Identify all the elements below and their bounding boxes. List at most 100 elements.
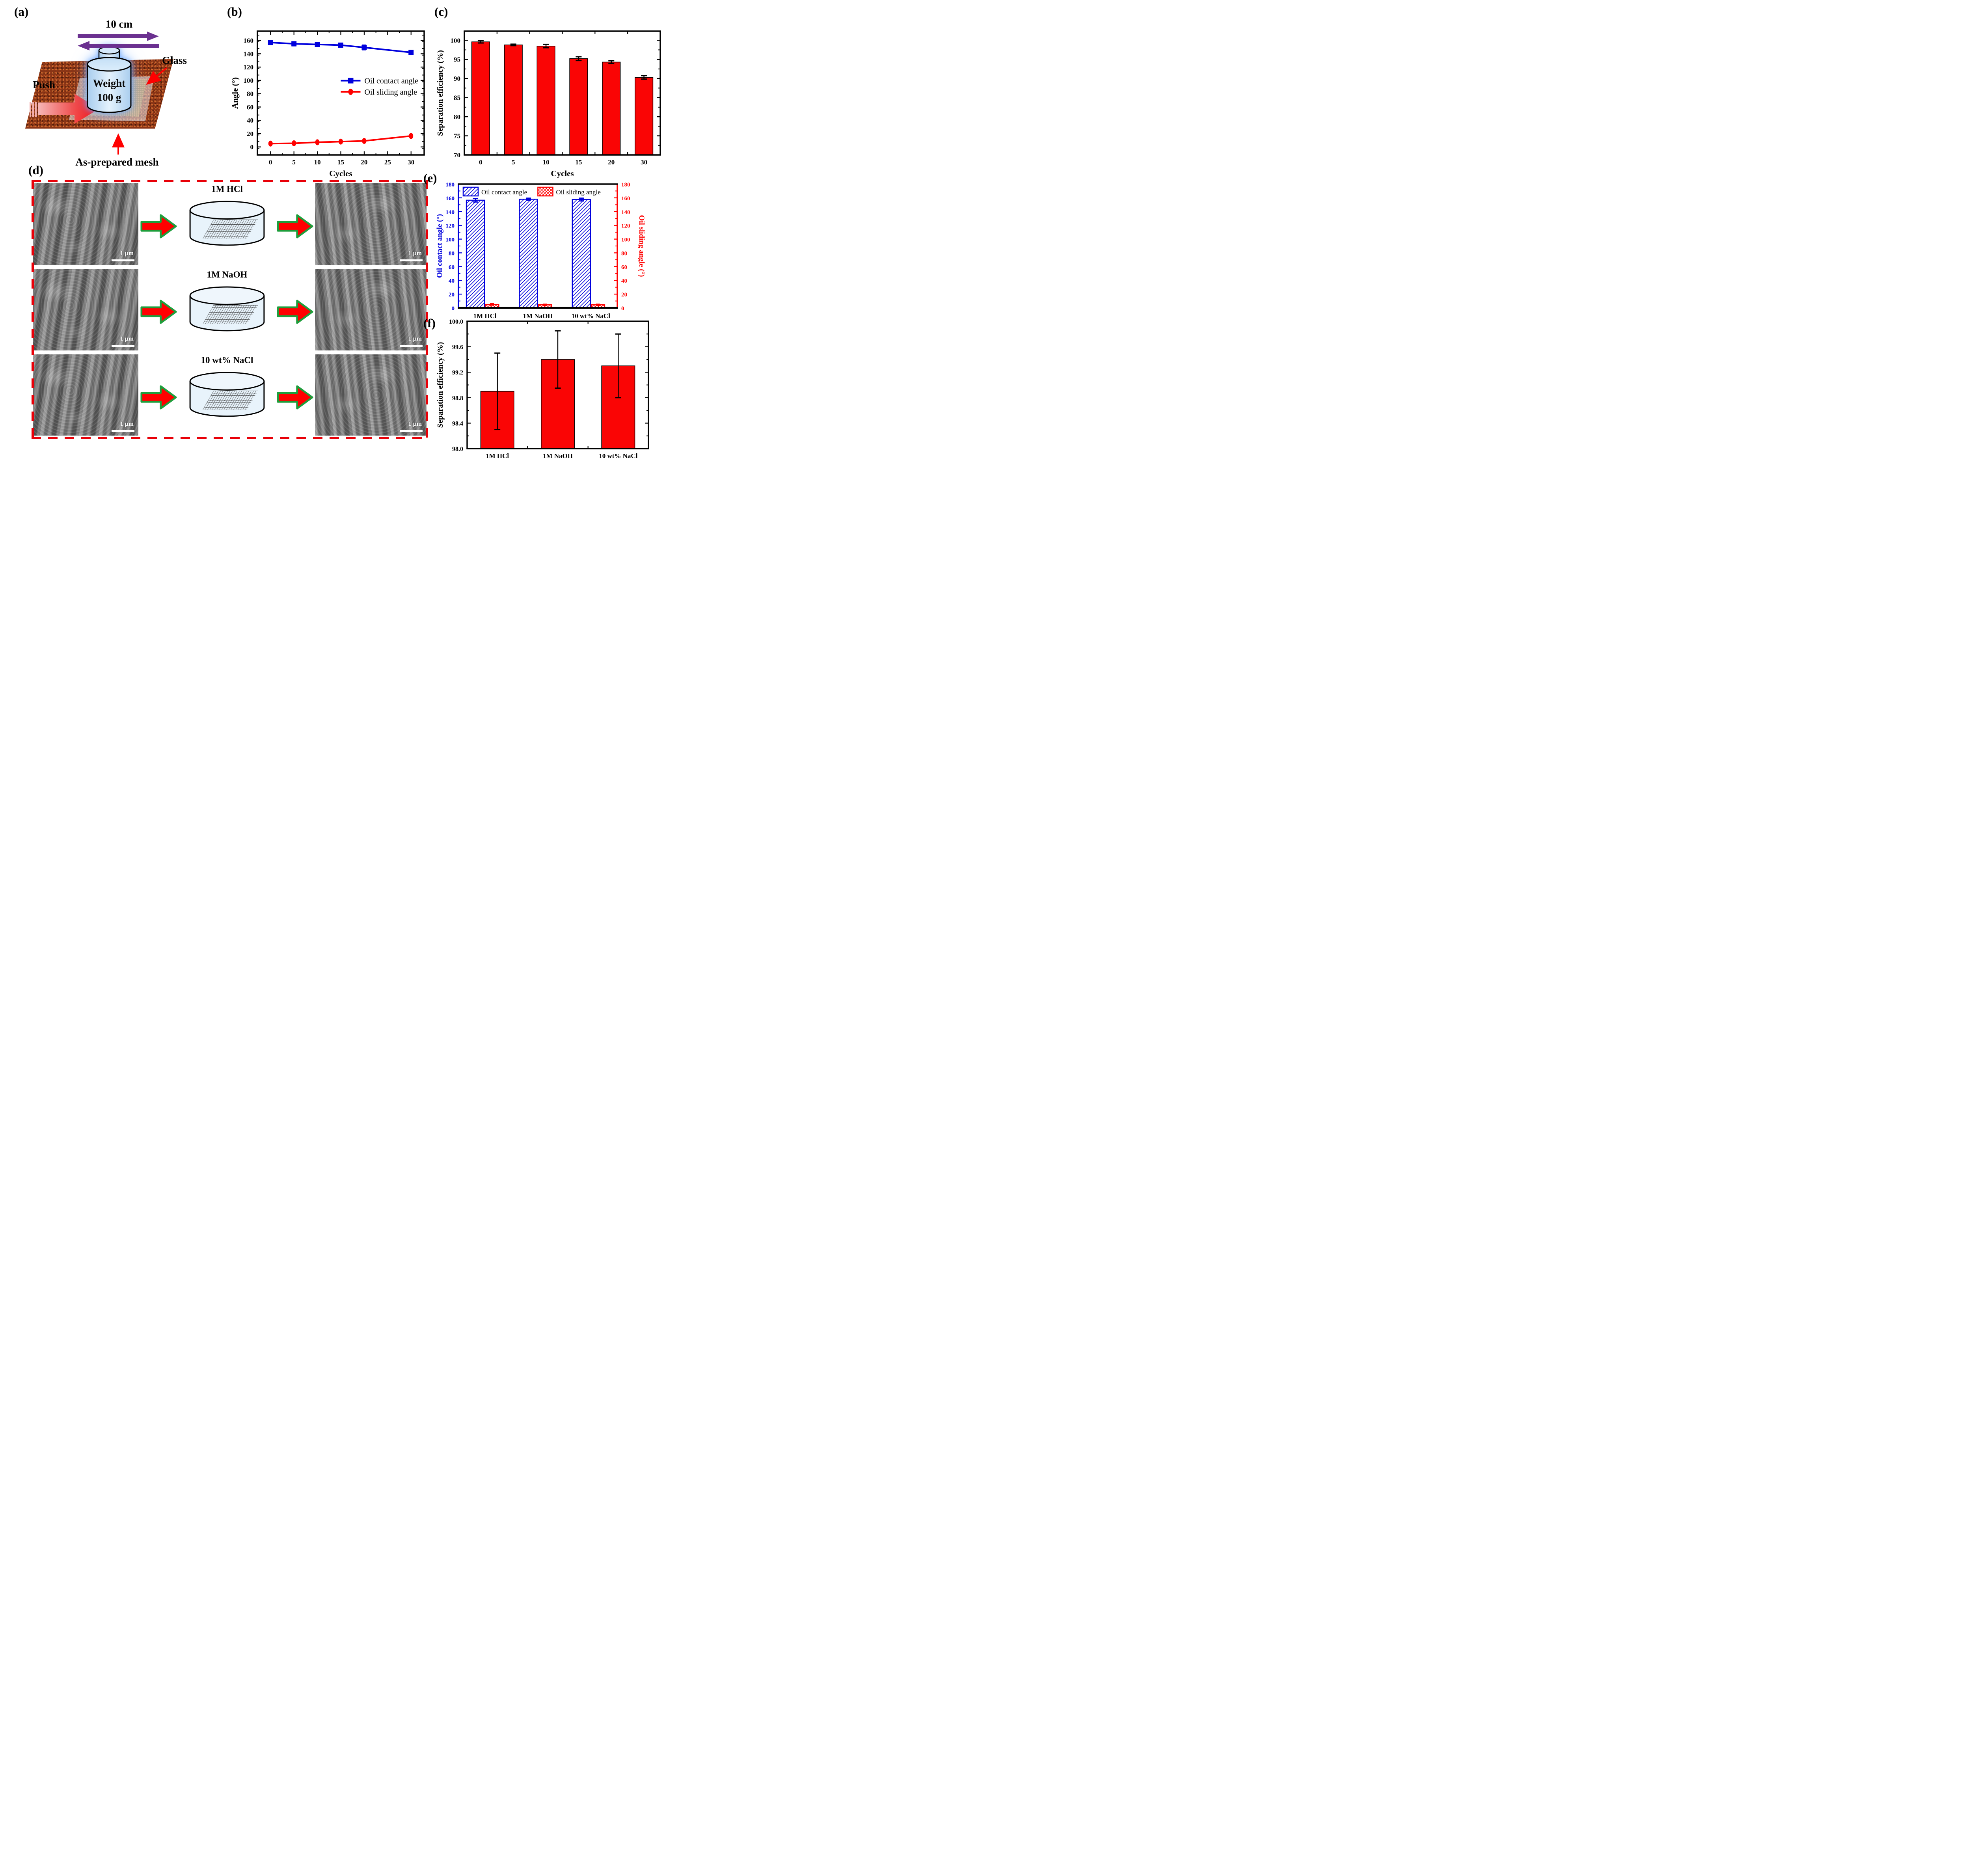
svg-text:100: 100 (446, 237, 455, 243)
weight-text-line2: 100 g (97, 91, 121, 103)
mesh-pointer-arrow-icon (112, 133, 125, 155)
svg-text:20: 20 (361, 158, 367, 166)
svg-text:80: 80 (454, 113, 460, 121)
svg-text:20: 20 (608, 158, 615, 166)
sem-image-after: 1 μm (315, 183, 427, 265)
mesh-annotation-label: As-prepared mesh (75, 156, 159, 168)
svg-text:40: 40 (247, 117, 253, 124)
panel-letter-d: (d) (28, 163, 43, 177)
sem-image-after: 1 μm (315, 269, 427, 350)
angle-vs-cycles-line-chart: 0 5 10 15 20 25 30 0 20 40 60 80 100 120 140 160 Oil con… (227, 4, 434, 181)
treatment-label: 10 wt% NaCl (201, 355, 253, 365)
svg-text:0: 0 (479, 158, 483, 166)
svg-text:10 wt% NaCl: 10 wt% NaCl (599, 452, 637, 460)
svg-text:15: 15 (575, 158, 582, 166)
svg-text:98.8: 98.8 (452, 395, 463, 402)
svg-text:60: 60 (449, 264, 455, 270)
svg-text:80: 80 (449, 250, 455, 257)
svg-text:100: 100 (621, 237, 630, 243)
svg-text:100: 100 (451, 37, 461, 44)
panel-d-border-top (32, 180, 428, 182)
svg-text:85: 85 (454, 94, 460, 102)
scale-bar (112, 430, 134, 432)
svg-text:0: 0 (269, 158, 272, 166)
scale-bar (400, 259, 423, 261)
flow-arrow-icon (140, 300, 177, 324)
sem-image-before: 1 μm (33, 183, 138, 265)
svg-text:Oil sliding angle: Oil sliding angle (365, 88, 417, 97)
svg-text:5: 5 (512, 158, 515, 166)
efficiency-vs-cycles-bar-chart: 70 75 80 85 90 95 100 0 5 10 15 20 30 Cycles Separatio… (432, 4, 672, 181)
double-arrow-icon (78, 32, 159, 50)
svg-text:100.0: 100.0 (449, 319, 463, 325)
sem-image-after: 1 μm (315, 354, 427, 436)
svg-text:99.2: 99.2 (452, 369, 463, 376)
panel-letter-e: (e) (423, 171, 437, 185)
panel-letter-c: (c) (434, 5, 448, 19)
treatment-label: 1M HCl (211, 184, 243, 194)
svg-text:120: 120 (446, 223, 455, 229)
svg-text:98.0: 98.0 (452, 446, 463, 453)
panel-d-border-left (32, 180, 34, 439)
svg-text:140: 140 (621, 209, 630, 216)
svg-text:40: 40 (449, 278, 455, 284)
svg-text:120: 120 (621, 223, 630, 229)
svg-text:60: 60 (621, 264, 627, 270)
svg-text:100: 100 (244, 77, 254, 84)
svg-text:20: 20 (247, 130, 253, 138)
svg-text:Oil sliding angle: Oil sliding angle (556, 188, 601, 196)
svg-text:75: 75 (454, 132, 460, 140)
scale-bar (400, 345, 423, 347)
panel-letter-f: (f) (423, 316, 436, 330)
scale-bar-label: 1 μm (120, 421, 134, 427)
svg-text:Cycles: Cycles (551, 169, 574, 178)
svg-text:20: 20 (449, 292, 455, 298)
svg-text:70: 70 (454, 151, 460, 159)
svg-text:10: 10 (543, 158, 550, 166)
scale-bar (112, 259, 134, 261)
svg-text:1M HCl: 1M HCl (473, 312, 497, 320)
figure-canvas: (a) (b) (c) (d) (e) (f) 10 cm (0, 0, 672, 469)
flow-arrow-icon (140, 385, 177, 410)
svg-text:80: 80 (621, 250, 627, 257)
flow-arrow-icon (277, 385, 313, 410)
svg-text:80: 80 (247, 90, 253, 98)
svg-text:180: 180 (621, 182, 630, 188)
svg-text:160: 160 (621, 196, 630, 202)
svg-text:95: 95 (454, 56, 460, 63)
svg-text:30: 30 (641, 158, 647, 166)
svg-text:180: 180 (446, 182, 455, 188)
treatment-label: 1M NaOH (207, 270, 248, 279)
svg-text:Angle (°): Angle (°) (230, 77, 240, 109)
svg-text:99.6: 99.6 (452, 344, 463, 351)
scale-bar-label: 1 μm (408, 250, 422, 257)
flow-arrow-icon (277, 214, 313, 238)
svg-text:Oil sliding angle (°): Oil sliding angle (°) (637, 215, 646, 277)
scale-bar-label: 1 μm (120, 335, 134, 342)
svg-text:0: 0 (452, 306, 455, 312)
svg-text:98.4: 98.4 (452, 420, 463, 427)
panel-d-border-right (426, 180, 428, 439)
angles-by-solution-bar-chart: 0 0 20 20 40 40 60 60 80 80 100 100 120 120 140 140 160 1… (430, 170, 672, 329)
svg-text:60: 60 (247, 103, 253, 111)
svg-text:40: 40 (621, 278, 627, 284)
flow-arrow-icon (277, 300, 313, 324)
svg-text:1M NaOH: 1M NaOH (543, 452, 573, 460)
svg-text:160: 160 (446, 196, 455, 202)
svg-text:10: 10 (314, 158, 321, 166)
svg-text:Cycles: Cycles (329, 169, 352, 178)
svg-text:120: 120 (244, 63, 254, 71)
sem-image-before: 1 μm (33, 354, 138, 436)
svg-text:15: 15 (337, 158, 344, 166)
solution-dish-icon (189, 372, 265, 417)
weight-cylinder: Weight 100 g (87, 46, 132, 113)
solution-dish-icon (189, 201, 265, 246)
efficiency-by-solution-bar-chart: 98.0 98.4 98.8 99.2 99.6 100.0 1M HCl 1M NaOH 10… (430, 315, 672, 469)
push-label: Push (33, 79, 56, 91)
svg-text:30: 30 (408, 158, 414, 166)
push-arrow-icon (30, 94, 99, 124)
scale-bar-label: 1 μm (408, 335, 422, 342)
solution-dish-icon (189, 286, 265, 332)
glass-label: Glass (162, 54, 187, 66)
svg-text:1M NaOH: 1M NaOH (523, 312, 553, 320)
